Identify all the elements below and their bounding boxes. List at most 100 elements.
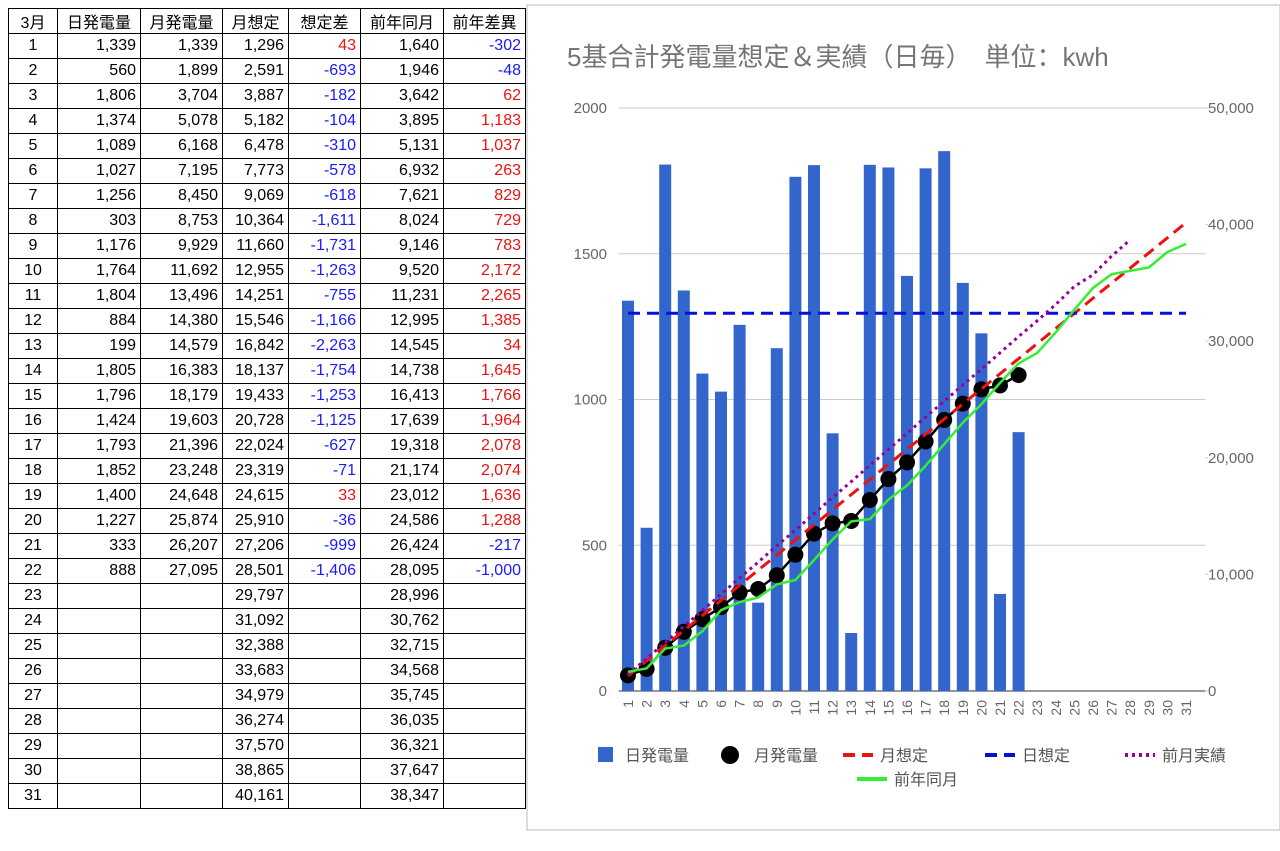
y2-tick-label: 0 (1208, 683, 1216, 700)
y-tick-label: 2000 (574, 100, 607, 117)
table-cell: 1,256 (57, 183, 141, 209)
table-cell: 1,796 (57, 383, 141, 409)
table-cell: 9,929 (140, 233, 223, 259)
table-cell: 25,910 (222, 508, 289, 534)
table-cell: 1,027 (57, 158, 141, 184)
table-cell: 26,207 (140, 533, 223, 559)
y2-tick-label: 50,000 (1208, 100, 1254, 117)
table-row: 9 1,176 9,929 11,660 -1,731 9,146 783 (8, 233, 526, 259)
table-cell: -1,253 (288, 383, 361, 409)
y-tick-label: 500 (582, 537, 607, 554)
table-cell: 31,092 (222, 608, 289, 634)
table-cell: -1,000 (443, 558, 526, 584)
table-cell: 24,648 (140, 483, 223, 509)
table-row: 3月 日発電量 月発電量 月想定 想定差 前年同月 前年差異 (8, 8, 526, 34)
table-cell: 23,248 (140, 458, 223, 484)
table-row: 18 1,852 23,248 23,319 -71 21,174 2,074 (8, 458, 526, 484)
table-cell: 15 (8, 383, 58, 409)
table-cell: -999 (288, 533, 361, 559)
table-cell (443, 608, 526, 634)
legend-label: 前年同月 (894, 771, 958, 789)
sheet-table: 3月 日発電量 月発電量 月想定 想定差 前年同月 前年差異 1 1,339 1,339 1,296… (8, 8, 526, 809)
table-cell: 36,321 (360, 733, 444, 759)
table-cell: 28,095 (360, 558, 444, 584)
table-cell: 15,546 (222, 308, 289, 334)
series-marker (768, 567, 785, 584)
bar (733, 324, 746, 691)
table-cell: 13,496 (140, 283, 223, 309)
table-cell: 38,347 (360, 783, 444, 809)
x-tick-label: 9 (769, 700, 785, 708)
table-cell: 18,179 (140, 383, 223, 409)
bar (677, 290, 690, 691)
legend-label: 前月実績 (1162, 747, 1226, 765)
table-cell: 19,603 (140, 408, 223, 434)
x-tick-label: 10 (787, 700, 803, 716)
series-marker (899, 454, 915, 471)
table-cell: 6,168 (140, 133, 223, 159)
table-cell: 1,385 (443, 308, 526, 334)
table-cell (57, 733, 141, 759)
table-cell: 17 (8, 433, 58, 459)
table-cell: 9 (8, 233, 58, 259)
table-cell: 7,195 (140, 158, 223, 184)
table-cell: 32,388 (222, 633, 289, 659)
table-cell: -302 (443, 33, 526, 59)
x-tick-label: 27 (1104, 700, 1120, 716)
table-cell: 17,639 (360, 408, 444, 434)
x-tick-label: 1 (620, 700, 636, 708)
table-cell: 1,766 (443, 383, 526, 409)
table-cell (443, 783, 526, 809)
x-tick-label: 13 (843, 700, 859, 716)
table-cell: 2,078 (443, 433, 526, 459)
table-cell: 1,964 (443, 408, 526, 434)
table-row: 28 36,274 36,035 (8, 708, 526, 734)
table-cell: 1,804 (57, 283, 141, 309)
bar (789, 176, 802, 691)
x-tick-label: 20 (973, 700, 989, 716)
table-cell: 14,579 (140, 333, 223, 359)
table-cell: 6,478 (222, 133, 289, 159)
table-cell: 10,364 (222, 208, 289, 234)
table-cell: 19 (8, 483, 58, 509)
x-tick-label: 5 (694, 700, 710, 708)
legend-swatch (598, 747, 613, 762)
table-cell: 11,692 (140, 258, 223, 284)
table-cell: 30,762 (360, 608, 444, 634)
table-cell: 19,433 (222, 383, 289, 409)
table-cell: 16,413 (360, 383, 444, 409)
bar (640, 527, 653, 691)
bar (770, 348, 783, 691)
table-cell: 1,037 (443, 133, 526, 159)
table-cell (57, 708, 141, 734)
table-cell: 27,206 (222, 533, 289, 559)
bar (1012, 432, 1025, 691)
table-cell: 28,996 (360, 583, 444, 609)
table-cell: 62 (443, 83, 526, 109)
table-row: 7 1,256 8,450 9,069 -618 7,621 829 (8, 183, 526, 209)
table-row: 5 1,089 6,168 6,478 -310 5,131 1,037 (8, 133, 526, 159)
bar (863, 164, 876, 691)
table-cell: 1,806 (57, 83, 141, 109)
bar (622, 300, 634, 691)
y2-tick-label: 30,000 (1208, 333, 1254, 350)
table-row: 26 33,683 34,568 (8, 658, 526, 684)
series-line (627, 238, 1132, 676)
table-cell: 3月 (8, 8, 58, 34)
table-cell: 3 (8, 83, 58, 109)
table-cell: 1,400 (57, 483, 141, 509)
table-cell: 1 (8, 33, 58, 59)
x-tick-label: 24 (1048, 700, 1064, 716)
table-cell: -1,166 (288, 308, 361, 334)
table-cell: 729 (443, 208, 526, 234)
table-cell: 1,227 (57, 508, 141, 534)
y2-tick-label: 20,000 (1208, 450, 1254, 467)
x-tick-label: 25 (1066, 700, 1082, 716)
series-marker (787, 546, 804, 563)
table-cell: 829 (443, 183, 526, 209)
table-cell: 1,640 (360, 33, 444, 59)
table-cell: 11,660 (222, 233, 289, 259)
table-cell: 20 (8, 508, 58, 534)
table-cell: 36,274 (222, 708, 289, 734)
